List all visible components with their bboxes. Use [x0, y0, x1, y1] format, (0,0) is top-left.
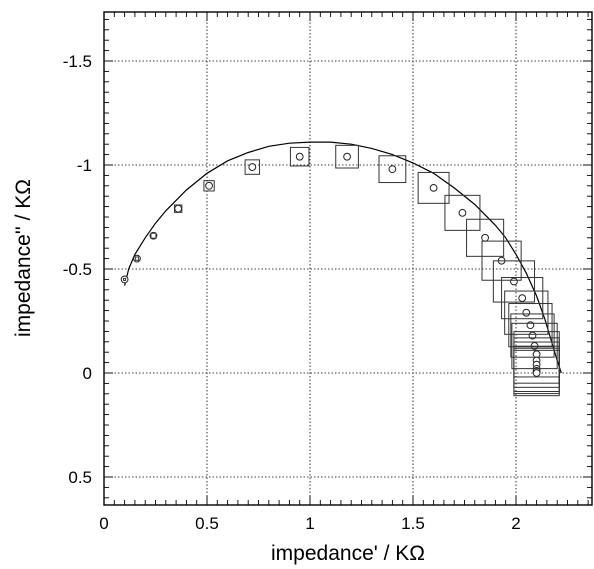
data-point: [519, 295, 526, 302]
data-point: [482, 234, 489, 241]
data-point: [249, 164, 256, 171]
data-point: [523, 309, 530, 316]
y-axis-label: impedance'' / KΩ: [12, 179, 35, 337]
y-tick-label: -1.5: [63, 52, 92, 71]
data-point: [430, 184, 437, 191]
y-tick-label: 0: [83, 364, 92, 383]
x-tick-label: 1.5: [401, 514, 425, 533]
x-tick-label: 0: [99, 514, 108, 533]
data-point: [344, 153, 351, 160]
y-tick-label: -1: [77, 156, 92, 175]
y-tick-label: -0.5: [63, 260, 92, 279]
data-point: [527, 322, 534, 329]
data-point: [175, 205, 182, 212]
data-point: [134, 255, 141, 262]
data-point: [533, 370, 540, 377]
tick-labels: 0 0.5 1 1.5 2 -1.5 -1 -0.5 0 0.5: [63, 52, 521, 533]
data-point: [121, 276, 128, 283]
fit-curve: [125, 142, 562, 373]
x-tick-label: 0.5: [195, 514, 219, 533]
y-tick-label: 0.5: [68, 468, 92, 487]
x-tick-label: 2: [511, 514, 520, 533]
x-axis-label: impedance' / KΩ: [271, 542, 425, 565]
data-point: [459, 209, 466, 216]
data-layer: [121, 142, 561, 396]
x-tick-label: 1: [305, 514, 314, 533]
data-point: [389, 166, 396, 173]
data-point: [206, 182, 213, 189]
data-point: [296, 153, 303, 160]
data-point: [511, 278, 518, 285]
